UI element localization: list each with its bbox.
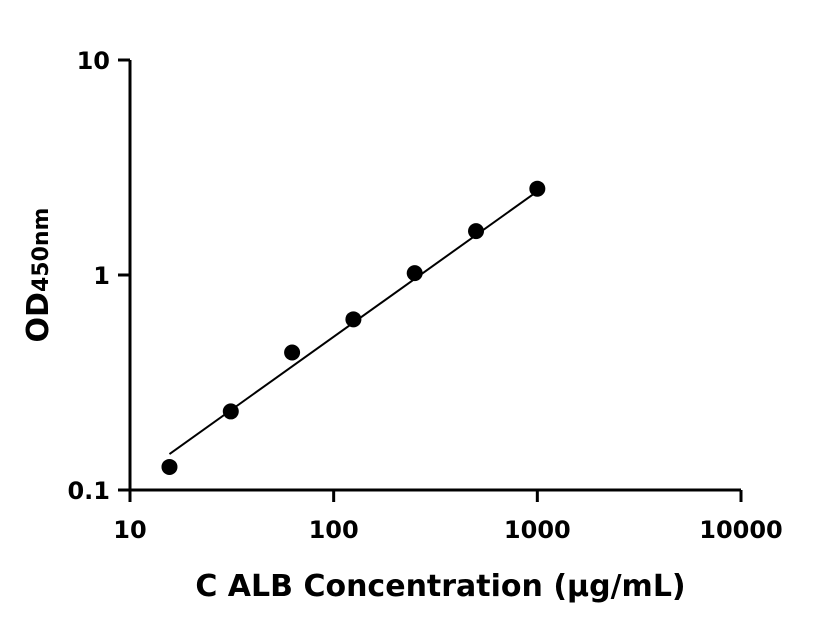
y-axis-title-subscript: 450nm (29, 208, 54, 293)
x-tick-label: 1000 (504, 516, 571, 544)
y-tick-label: 10 (77, 47, 110, 75)
data-points (161, 180, 546, 475)
data-point (222, 403, 239, 420)
x-tick-label: 10000 (699, 516, 783, 544)
data-point (284, 344, 301, 361)
ticks: 10 100 1000 10000 0.1 1 10 (67, 47, 782, 544)
y-tick-label: 1 (93, 262, 110, 290)
y-axis-title: OD450nm (21, 208, 56, 343)
axes (128, 60, 741, 492)
x-tick-label: 10 (113, 516, 146, 544)
y-tick-label: 0.1 (67, 477, 110, 505)
data-point (529, 180, 546, 197)
data-point (468, 223, 485, 240)
x-axis-title: C ALB Concentration (µg/mL) (195, 569, 685, 604)
data-point (161, 458, 178, 475)
y-axis-title-main: OD (21, 292, 56, 342)
data-point (406, 265, 423, 282)
data-point (345, 311, 362, 328)
x-tick-label: 100 (309, 516, 359, 544)
